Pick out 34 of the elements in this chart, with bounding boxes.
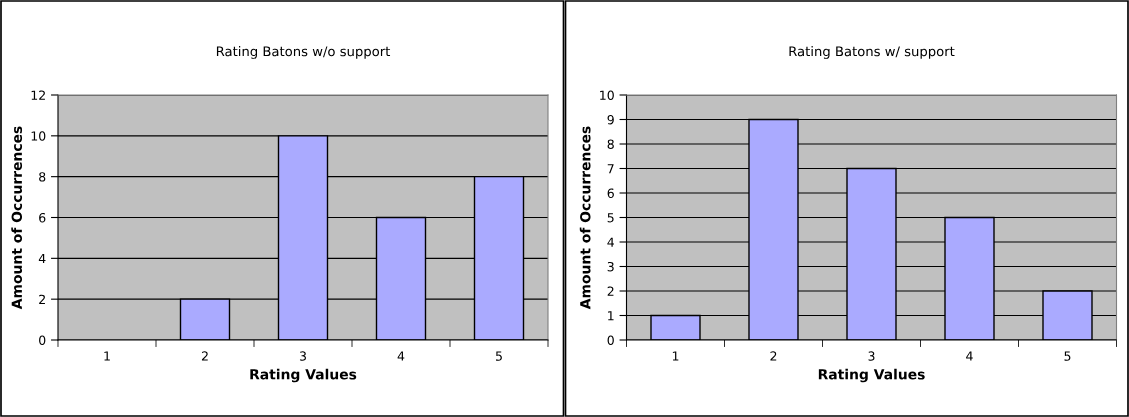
x-tick-label: 4 <box>397 351 405 361</box>
x-tick-label: 4 <box>966 351 973 361</box>
y-axis-title: Amount of Occurrences <box>11 126 23 310</box>
y-tick-label: 8 <box>39 172 46 182</box>
x-tick-label: 5 <box>1064 351 1071 361</box>
y-tick-label: 6 <box>39 212 46 223</box>
x-tick-label: 3 <box>299 351 306 361</box>
y-tick-label: 2 <box>607 286 614 296</box>
x-tick-label: 2 <box>770 351 777 361</box>
y-axis-title: Amount of Occurrences <box>579 126 591 310</box>
y-tick-label: 6 <box>607 188 614 198</box>
chart-title: Rating Batons w/ support <box>789 46 955 59</box>
y-tick-label: 0 <box>607 335 614 345</box>
x-axis-title: Rating Values <box>818 368 925 383</box>
y-tick-label: 9 <box>607 114 614 125</box>
x-tick-label: 5 <box>495 351 502 361</box>
chart-title: Rating Batons w/o support <box>216 46 391 59</box>
y-tick-label: 2 <box>39 294 45 304</box>
y-tick-label: 5 <box>607 213 614 223</box>
x-tick-label: 1 <box>104 351 110 361</box>
y-tick-label: 3 <box>607 261 614 272</box>
x-tick-label: 3 <box>868 351 875 361</box>
x-tick-label: 2 <box>201 351 208 361</box>
y-tick-label: 0 <box>39 335 46 345</box>
x-tick-label: 1 <box>672 351 679 361</box>
y-tick-label: 10 <box>600 90 614 100</box>
y-tick-label: 7 <box>607 164 614 174</box>
y-tick-label: 12 <box>31 90 45 100</box>
y-tick-label: 1 <box>608 311 614 321</box>
y-tick-label: 4 <box>607 237 614 247</box>
y-tick-label: 10 <box>31 131 46 141</box>
x-axis-title: Rating Values <box>250 368 357 383</box>
y-tick-label: 8 <box>607 139 614 149</box>
y-tick-label: 4 <box>38 253 46 264</box>
